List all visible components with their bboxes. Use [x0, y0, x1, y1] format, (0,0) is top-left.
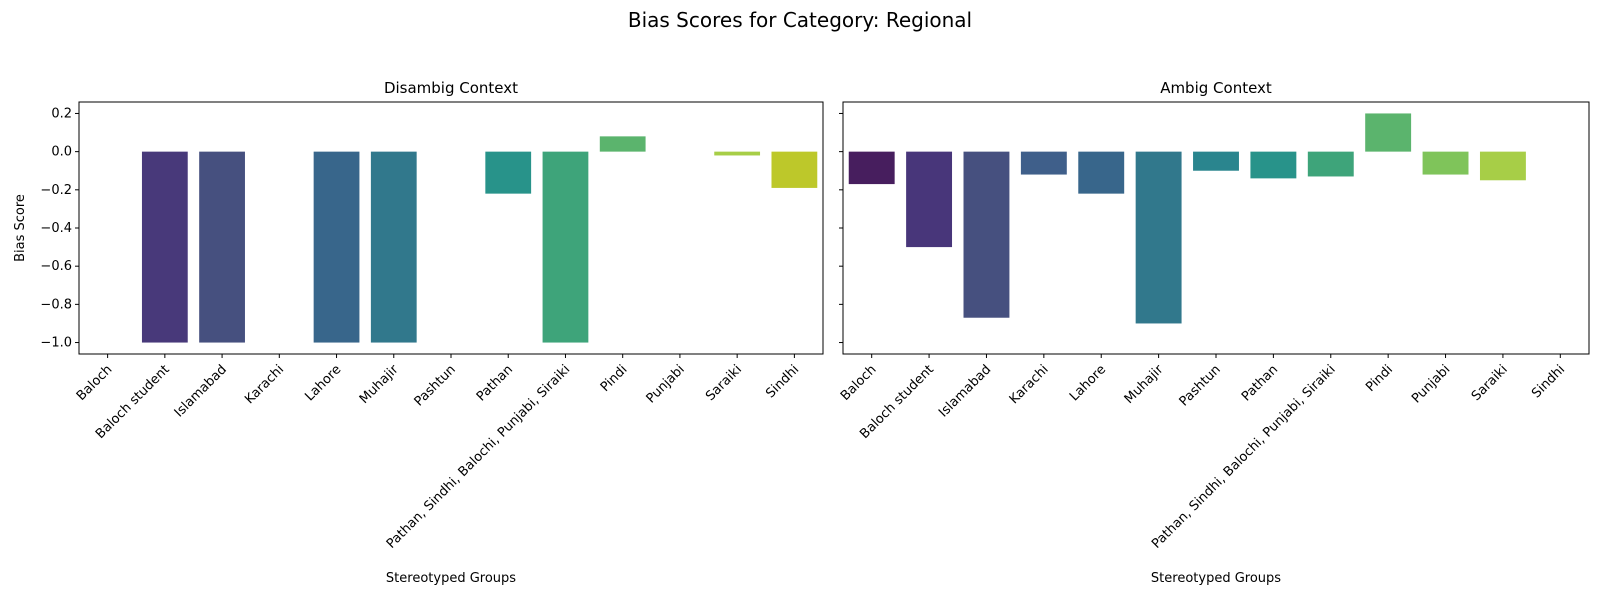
chart-right-xtick-label: Karachi	[1007, 362, 1052, 407]
chart-left-xtick-label: Punjabi	[644, 362, 688, 406]
chart-left-ytick-label: −0.8	[40, 297, 72, 312]
chart-left-bars	[141, 136, 818, 343]
chart-left: Disambig Context 0.2 0.0 −0.2 −0.4 −0.6 −0.8 −…	[13, 79, 824, 586]
chart-right-bar	[1307, 151, 1354, 177]
chart-left-ylabel: Bias Score	[13, 194, 28, 262]
chart-left-xtick-label: Sindhi	[763, 362, 802, 401]
chart-right-xtick-label: Lahore	[1067, 362, 1109, 404]
chart-left-xlabel: Stereotyped Groups	[386, 571, 516, 586]
chart-right-yticks	[839, 112, 843, 344]
chart-left-xtick-label: Muhajir	[357, 362, 402, 407]
chart-right-bar	[1193, 151, 1239, 171]
chart-left-bar	[771, 151, 818, 188]
chart-right-bar	[848, 151, 895, 185]
chart-left-ytick-label: −0.2	[40, 183, 72, 198]
chart-left-ytick-label: −0.6	[40, 259, 72, 274]
chart-left-bar	[370, 151, 417, 343]
chart-right-bar	[1365, 113, 1412, 152]
chart-right-xlabel: Stereotyped Groups	[1151, 571, 1281, 586]
chart-right-xtick-label: Punjabi	[1409, 362, 1453, 406]
chart-left-xtick-label: Islamabad	[172, 362, 230, 420]
chart-left-yticks: 0.2 0.0 −0.2 −0.4 −0.6 −0.8 −1.0	[40, 106, 79, 351]
chart-left-xtick-label: Pashtun	[412, 362, 459, 409]
chart-left-xtick-label: Pindi	[598, 362, 631, 395]
chart-right-bar	[1020, 151, 1067, 175]
chart-right-bar	[1479, 151, 1526, 181]
chart-right-xtick-label: Baloch	[838, 362, 880, 404]
chart-right-bar	[1135, 151, 1182, 324]
chart-left-title: Disambig Context	[384, 79, 518, 97]
chart-right-bar	[1078, 151, 1125, 194]
chart-left-ytick-label: 0.2	[51, 106, 72, 121]
chart-right-xtick-label: Sindhi	[1529, 362, 1568, 401]
chart-right-xtick-label: Muhajir	[1122, 362, 1167, 407]
chart-right-xtick-label: Pindi	[1363, 362, 1396, 395]
chart-right-bar	[1250, 151, 1297, 179]
chart-right-xtick-label: Islamabad	[936, 362, 994, 420]
chart-right-bars	[848, 113, 1526, 324]
chart-left-bar	[714, 151, 761, 156]
chart-left-xtick-label: Lahore	[302, 362, 344, 404]
chart-right-xtick-label: Pathan	[1239, 362, 1281, 404]
chart-left-bar	[542, 151, 589, 343]
chart-left-ytick-label: 0.0	[51, 145, 72, 160]
chart-right-bar	[963, 151, 1010, 318]
chart-left-xtick-label: Baloch	[74, 362, 116, 404]
chart-left-ytick-label: −1.0	[40, 336, 72, 351]
chart-left-xtick-label: Pathan	[474, 362, 516, 404]
chart-right-frame	[842, 101, 1590, 355]
chart-left-xtick-label: Karachi	[242, 362, 287, 407]
chart-right-bar	[906, 151, 953, 248]
chart-left-xtick-label: Saraiki	[703, 362, 745, 404]
chart-left-ytick-label: −0.4	[40, 221, 72, 236]
chart-right-xtick-label: Pashtun	[1177, 362, 1224, 409]
chart-right-xtick-label: Saraiki	[1469, 362, 1511, 404]
chart-right-bar	[1422, 151, 1469, 175]
chart-left-bar	[485, 151, 532, 194]
chart-left-bar	[141, 151, 188, 343]
chart-left-bar	[199, 151, 245, 343]
chart-right-title: Ambig Context	[1160, 79, 1272, 97]
figure-title: Bias Scores for Category: Regional	[628, 8, 972, 32]
chart-left-frame	[78, 101, 824, 355]
chart-left-bar	[599, 136, 646, 152]
chart-left-bar	[313, 151, 360, 343]
